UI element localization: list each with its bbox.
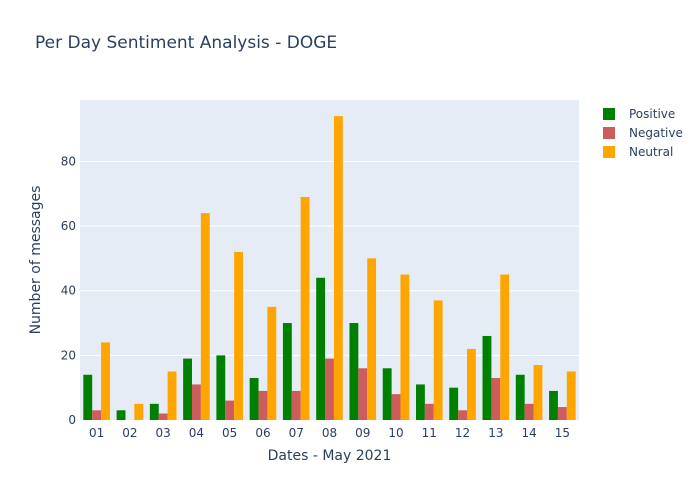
legend-label: Neutral (629, 145, 673, 159)
x-tick-label: 09 (355, 426, 370, 440)
legend-swatch (603, 108, 615, 120)
x-tick-labels: 01 02 03 04 05 06 07 08 09 10 11 12 13 14 15 (89, 426, 570, 440)
bar-negative-09[interactable] (358, 368, 368, 420)
chart-title: Per Day Sentiment Analysis - DOGE (35, 33, 338, 53)
x-tick-label: 08 (322, 426, 337, 440)
legend[interactable]: Positive Negative Neutral (603, 107, 683, 159)
bar-positive-05[interactable] (216, 355, 226, 420)
legend-swatch (603, 127, 615, 139)
bar-negative-03[interactable] (158, 413, 168, 420)
bar-negative-01[interactable] (92, 410, 102, 420)
bar-negative-12[interactable] (458, 410, 468, 420)
bar-positive-01[interactable] (83, 374, 93, 420)
bar-positive-09[interactable] (349, 323, 359, 420)
bars (83, 116, 576, 420)
bar-negative-15[interactable] (557, 407, 567, 420)
bar-positive-02[interactable] (116, 410, 126, 420)
bar-positive-14[interactable] (515, 374, 525, 420)
x-tick-label: 13 (488, 426, 503, 440)
bar-negative-10[interactable] (391, 394, 401, 420)
y-tick-label: 40 (61, 284, 76, 298)
bar-negative-06[interactable] (258, 390, 268, 420)
bar-neutral-03[interactable] (167, 371, 177, 420)
x-tick-label: 12 (455, 426, 470, 440)
x-tick-label: 06 (255, 426, 270, 440)
bar-neutral-01[interactable] (101, 342, 110, 420)
y-tick-labels: 0 20 40 60 80 (61, 154, 76, 427)
bar-positive-15[interactable] (549, 390, 558, 420)
x-tick-label: 05 (222, 426, 237, 440)
bar-negative-07[interactable] (291, 390, 301, 420)
legend-label: Negative (629, 126, 683, 140)
bar-neutral-07[interactable] (300, 196, 310, 420)
bar-neutral-02[interactable] (134, 403, 144, 420)
legend-item-positive[interactable]: Positive (603, 107, 675, 121)
bar-neutral-08[interactable] (333, 116, 343, 420)
bar-negative-08[interactable] (325, 358, 334, 420)
bar-positive-08[interactable] (316, 277, 326, 420)
y-tick-label: 60 (61, 219, 76, 233)
bar-negative-04[interactable] (191, 384, 201, 420)
bar-positive-10[interactable] (382, 368, 392, 420)
gridlines (80, 160, 579, 356)
bar-neutral-15[interactable] (566, 371, 576, 420)
y-tick-label: 20 (61, 348, 76, 362)
bar-positive-04[interactable] (183, 358, 192, 420)
y-tick-label: 0 (68, 413, 76, 427)
legend-label: Positive (629, 107, 675, 121)
bar-negative-05[interactable] (225, 400, 235, 420)
bar-neutral-05[interactable] (234, 251, 244, 420)
x-axis-title: Dates - May 2021 (268, 448, 392, 464)
bar-neutral-04[interactable] (200, 213, 210, 420)
bar-positive-06[interactable] (249, 377, 259, 420)
bar-positive-12[interactable] (449, 387, 459, 420)
series-neutral (101, 116, 576, 420)
x-tick-label: 01 (89, 426, 104, 440)
x-tick-label: 14 (521, 426, 536, 440)
bar-positive-11[interactable] (415, 384, 425, 420)
bar-positive-03[interactable] (149, 403, 159, 420)
series-positive (83, 277, 558, 420)
x-tick-label: 10 (388, 426, 403, 440)
series-negative (92, 358, 567, 420)
legend-item-neutral[interactable]: Neutral (603, 145, 673, 159)
x-tick-label: 07 (289, 426, 304, 440)
x-tick-label: 02 (122, 426, 137, 440)
legend-item-negative[interactable]: Negative (603, 126, 683, 140)
bar-neutral-09[interactable] (367, 258, 377, 420)
bar-neutral-11[interactable] (433, 300, 443, 420)
bar-negative-13[interactable] (491, 377, 501, 420)
y-axis-title: Number of messages (28, 186, 44, 335)
bar-positive-13[interactable] (482, 335, 492, 420)
bar-neutral-12[interactable] (467, 348, 476, 420)
bar-neutral-10[interactable] (400, 274, 410, 420)
bar-negative-14[interactable] (524, 403, 534, 420)
bar-positive-07[interactable] (282, 323, 292, 420)
x-tick-label: 15 (555, 426, 570, 440)
x-tick-label: 03 (156, 426, 171, 440)
legend-swatch (603, 146, 615, 158)
y-tick-label: 80 (61, 154, 76, 168)
bar-neutral-14[interactable] (533, 365, 543, 420)
x-tick-label: 04 (189, 426, 204, 440)
bar-neutral-13[interactable] (500, 274, 510, 420)
bar-neutral-06[interactable] (267, 306, 277, 420)
bar-negative-11[interactable] (424, 403, 434, 420)
x-tick-label: 11 (422, 426, 437, 440)
